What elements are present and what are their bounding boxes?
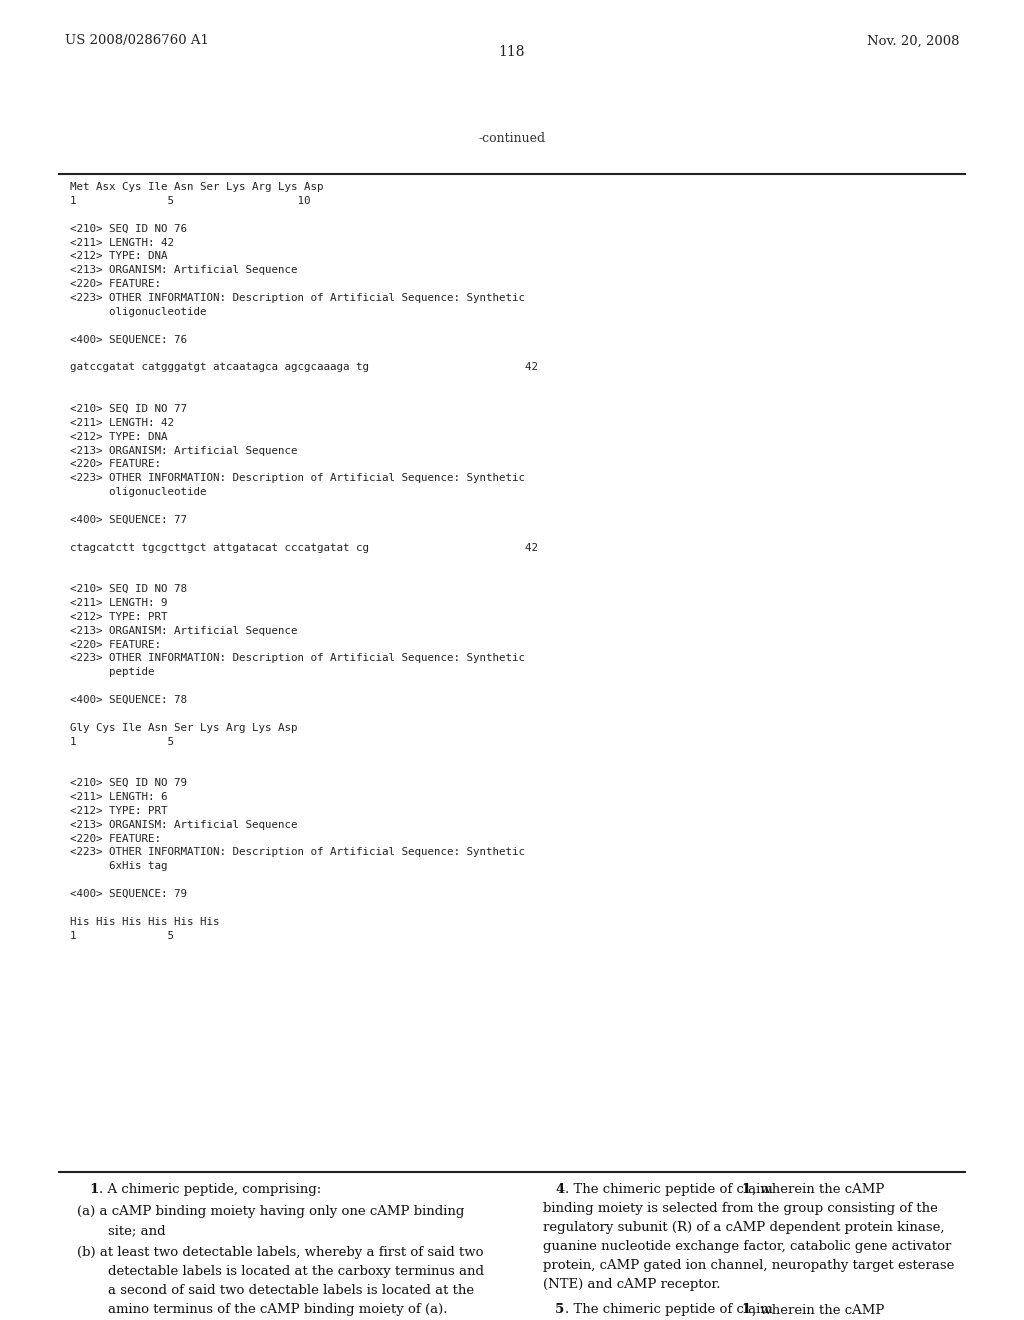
Text: <211> LENGTH: 6: <211> LENGTH: 6 bbox=[70, 792, 167, 803]
Text: , wherein the cAMP: , wherein the cAMP bbox=[752, 1303, 884, 1316]
Text: <210> SEQ ID NO 79: <210> SEQ ID NO 79 bbox=[70, 777, 186, 788]
Text: <211> LENGTH: 9: <211> LENGTH: 9 bbox=[70, 598, 167, 609]
Text: Nov. 20, 2008: Nov. 20, 2008 bbox=[867, 34, 959, 48]
Text: <400> SEQUENCE: 78: <400> SEQUENCE: 78 bbox=[70, 694, 186, 705]
Text: (NTE) and cAMP receptor.: (NTE) and cAMP receptor. bbox=[543, 1278, 720, 1291]
Text: 1: 1 bbox=[741, 1303, 751, 1316]
Text: Met Asx Cys Ile Asn Ser Lys Arg Lys Asp: Met Asx Cys Ile Asn Ser Lys Arg Lys Asp bbox=[70, 182, 324, 193]
Text: <220> FEATURE:: <220> FEATURE: bbox=[70, 280, 161, 289]
Text: site; and: site; and bbox=[108, 1224, 165, 1237]
Text: <400> SEQUENCE: 79: <400> SEQUENCE: 79 bbox=[70, 890, 186, 899]
Text: 1              5: 1 5 bbox=[70, 931, 174, 941]
Text: , wherein the cAMP: , wherein the cAMP bbox=[752, 1183, 884, 1196]
Text: <211> LENGTH: 42: <211> LENGTH: 42 bbox=[70, 238, 174, 248]
Text: <212> TYPE: PRT: <212> TYPE: PRT bbox=[70, 805, 167, 816]
Text: <223> OTHER INFORMATION: Description of Artificial Sequence: Synthetic: <223> OTHER INFORMATION: Description of … bbox=[70, 847, 524, 858]
Text: 118: 118 bbox=[499, 45, 525, 59]
Text: <223> OTHER INFORMATION: Description of Artificial Sequence: Synthetic: <223> OTHER INFORMATION: Description of … bbox=[70, 653, 524, 664]
Text: <400> SEQUENCE: 77: <400> SEQUENCE: 77 bbox=[70, 515, 186, 525]
Text: <213> ORGANISM: Artificial Sequence: <213> ORGANISM: Artificial Sequence bbox=[70, 265, 297, 276]
Text: 1: 1 bbox=[89, 1183, 98, 1196]
Text: 5: 5 bbox=[555, 1303, 564, 1316]
Text: guanine nucleotide exchange factor, catabolic gene activator: guanine nucleotide exchange factor, cata… bbox=[543, 1241, 951, 1253]
Text: <210> SEQ ID NO 76: <210> SEQ ID NO 76 bbox=[70, 223, 186, 234]
Text: 1: 1 bbox=[741, 1183, 751, 1196]
Text: <212> TYPE: DNA: <212> TYPE: DNA bbox=[70, 432, 167, 442]
Text: ctagcatctt tgcgcttgct attgatacat cccatgatat cg                        42: ctagcatctt tgcgcttgct attgatacat cccatga… bbox=[70, 543, 538, 553]
Text: <213> ORGANISM: Artificial Sequence: <213> ORGANISM: Artificial Sequence bbox=[70, 626, 297, 636]
Text: 6xHis tag: 6xHis tag bbox=[70, 862, 167, 871]
Text: <210> SEQ ID NO 77: <210> SEQ ID NO 77 bbox=[70, 404, 186, 414]
Text: protein, cAMP gated ion channel, neuropathy target esterase: protein, cAMP gated ion channel, neuropa… bbox=[543, 1259, 954, 1272]
Text: <400> SEQUENCE: 76: <400> SEQUENCE: 76 bbox=[70, 335, 186, 345]
Text: His His His His His His: His His His His His His bbox=[70, 916, 219, 927]
Text: 4: 4 bbox=[555, 1183, 564, 1196]
Text: <213> ORGANISM: Artificial Sequence: <213> ORGANISM: Artificial Sequence bbox=[70, 446, 297, 455]
Text: (a) a cAMP binding moiety having only one cAMP binding: (a) a cAMP binding moiety having only on… bbox=[77, 1205, 464, 1218]
Text: <212> TYPE: DNA: <212> TYPE: DNA bbox=[70, 251, 167, 261]
Text: -continued: -continued bbox=[478, 132, 546, 145]
Text: (b) at least two detectable labels, whereby a first of said two: (b) at least two detectable labels, wher… bbox=[77, 1246, 483, 1259]
Text: amino terminus of the cAMP binding moiety of (a).: amino terminus of the cAMP binding moiet… bbox=[108, 1303, 447, 1316]
Text: <220> FEATURE:: <220> FEATURE: bbox=[70, 640, 161, 649]
Text: 1              5: 1 5 bbox=[70, 737, 174, 747]
Text: US 2008/0286760 A1: US 2008/0286760 A1 bbox=[65, 34, 209, 48]
Text: <220> FEATURE:: <220> FEATURE: bbox=[70, 459, 161, 470]
Text: Gly Cys Ile Asn Ser Lys Arg Lys Asp: Gly Cys Ile Asn Ser Lys Arg Lys Asp bbox=[70, 723, 297, 733]
Text: regulatory subunit (R) of a cAMP dependent protein kinase,: regulatory subunit (R) of a cAMP depende… bbox=[543, 1221, 944, 1234]
Text: oligonucleotide: oligonucleotide bbox=[70, 308, 206, 317]
Text: oligonucleotide: oligonucleotide bbox=[70, 487, 206, 498]
Text: . The chimeric peptide of claim: . The chimeric peptide of claim bbox=[565, 1303, 777, 1316]
Text: gatccgatat catgggatgt atcaatagca agcgcaaaga tg                        42: gatccgatat catgggatgt atcaatagca agcgcaa… bbox=[70, 362, 538, 372]
Text: peptide: peptide bbox=[70, 668, 155, 677]
Text: detectable labels is located at the carboxy terminus and: detectable labels is located at the carb… bbox=[108, 1265, 483, 1278]
Text: <212> TYPE: PRT: <212> TYPE: PRT bbox=[70, 612, 167, 622]
Text: <223> OTHER INFORMATION: Description of Artificial Sequence: Synthetic: <223> OTHER INFORMATION: Description of … bbox=[70, 293, 524, 304]
Text: <223> OTHER INFORMATION: Description of Artificial Sequence: Synthetic: <223> OTHER INFORMATION: Description of … bbox=[70, 474, 524, 483]
Text: <213> ORGANISM: Artificial Sequence: <213> ORGANISM: Artificial Sequence bbox=[70, 820, 297, 830]
Text: <210> SEQ ID NO 78: <210> SEQ ID NO 78 bbox=[70, 583, 186, 594]
Text: 1              5                   10: 1 5 10 bbox=[70, 195, 310, 206]
Text: a second of said two detectable labels is located at the: a second of said two detectable labels i… bbox=[108, 1284, 474, 1298]
Text: binding moiety is selected from the group consisting of the: binding moiety is selected from the grou… bbox=[543, 1201, 938, 1214]
Text: . A chimeric peptide, comprising:: . A chimeric peptide, comprising: bbox=[99, 1183, 322, 1196]
Text: <211> LENGTH: 42: <211> LENGTH: 42 bbox=[70, 417, 174, 428]
Text: . The chimeric peptide of claim: . The chimeric peptide of claim bbox=[565, 1183, 777, 1196]
Text: <220> FEATURE:: <220> FEATURE: bbox=[70, 834, 161, 843]
